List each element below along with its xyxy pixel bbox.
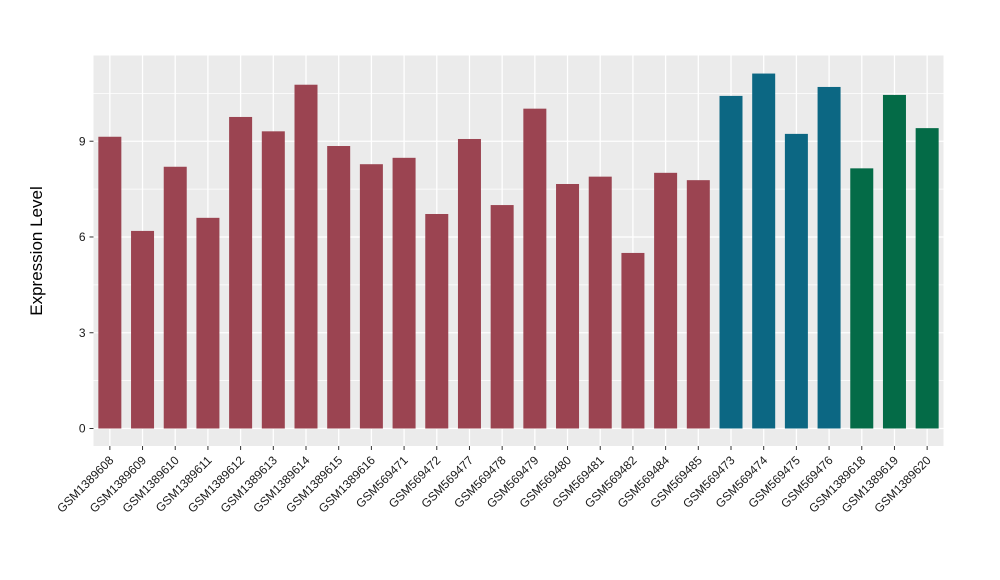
bar-GSM569472	[425, 213, 449, 429]
bar-GSM1389611	[196, 217, 220, 429]
bar-GSM569477	[457, 138, 481, 429]
bar-GSM1389620	[915, 128, 939, 429]
y-tick-label: 0	[79, 422, 86, 436]
y-tick-label: 9	[79, 134, 86, 148]
bar-GSM569482	[621, 252, 645, 429]
bar-GSM569480	[556, 183, 580, 429]
bar-GSM569479	[523, 108, 547, 429]
bar-GSM1389610	[163, 166, 187, 429]
bar-GSM1389614	[294, 84, 318, 429]
bar-GSM1389616	[359, 164, 383, 429]
bar-GSM569474	[752, 73, 776, 429]
bar-GSM569475	[784, 133, 808, 429]
y-axis-title: Expression Level	[27, 186, 46, 315]
bar-GSM569481	[588, 176, 612, 429]
bar-GSM569478	[490, 205, 514, 429]
plot-panel	[93, 55, 944, 446]
bar-GSM1389615	[327, 146, 351, 429]
bar-GSM569484	[654, 172, 678, 429]
bar-GSM1389612	[229, 116, 253, 429]
y-tick-label: 3	[79, 326, 86, 340]
bar-GSM1389619	[882, 94, 906, 429]
bar-GSM1389609	[131, 230, 155, 429]
bar-GSM569485	[686, 180, 710, 429]
bar-GSM569473	[719, 95, 743, 429]
bar-GSM1389613	[261, 131, 285, 429]
bar-GSM569471	[392, 157, 416, 429]
y-tick-label: 6	[79, 230, 86, 244]
bar-GSM1389608	[98, 136, 122, 429]
bar-GSM569476	[817, 86, 841, 429]
bar-GSM1389618	[850, 168, 874, 429]
